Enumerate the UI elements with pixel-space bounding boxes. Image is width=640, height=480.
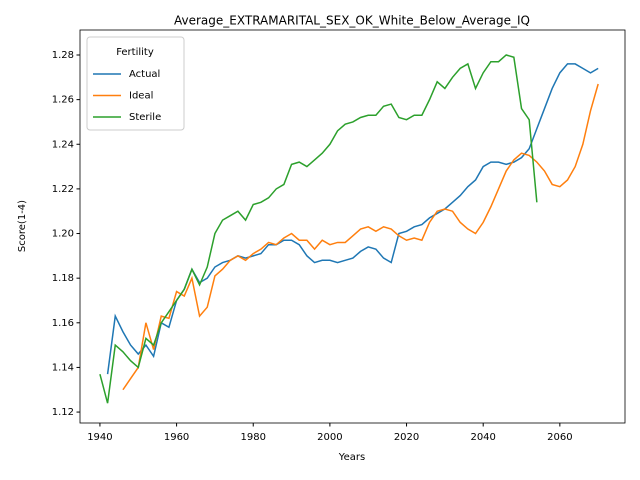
y-tick-label: 1.14 — [52, 362, 74, 373]
series-line — [122, 83, 599, 391]
x-tick-label: 2020 — [394, 432, 419, 443]
y-tick-label: 1.28 — [52, 50, 74, 61]
y-tick-label: 1.26 — [52, 95, 74, 106]
y-tick-label: 1.22 — [52, 184, 74, 195]
x-tick-label: 1940 — [87, 432, 112, 443]
x-tick-label: 1960 — [164, 432, 189, 443]
chart-title: Average_EXTRAMARITAL_SEX_OK_White_Below_… — [174, 14, 530, 28]
y-tick-label: 1.18 — [52, 273, 74, 284]
legend-box — [86, 36, 185, 131]
legend-label: Sterile — [129, 112, 161, 123]
legend-title: Fertility — [116, 47, 154, 58]
legend-label: Ideal — [129, 91, 153, 102]
x-tick-label: 1980 — [241, 432, 266, 443]
x-axis-label: Years — [338, 452, 365, 463]
x-tick-label: 2060 — [547, 432, 572, 443]
y-tick-label: 1.16 — [52, 318, 74, 329]
y-tick-label: 1.24 — [52, 139, 74, 150]
x-tick-label: 2040 — [470, 432, 495, 443]
series-line — [99, 54, 538, 404]
y-tick-label: 1.20 — [52, 229, 74, 240]
plot-frame — [79, 29, 626, 424]
y-axis-label: Score(1-4) — [17, 200, 28, 252]
legend-label: Actual — [129, 69, 160, 80]
y-tick-label: 1.12 — [52, 407, 74, 418]
x-tick-label: 2000 — [317, 432, 342, 443]
